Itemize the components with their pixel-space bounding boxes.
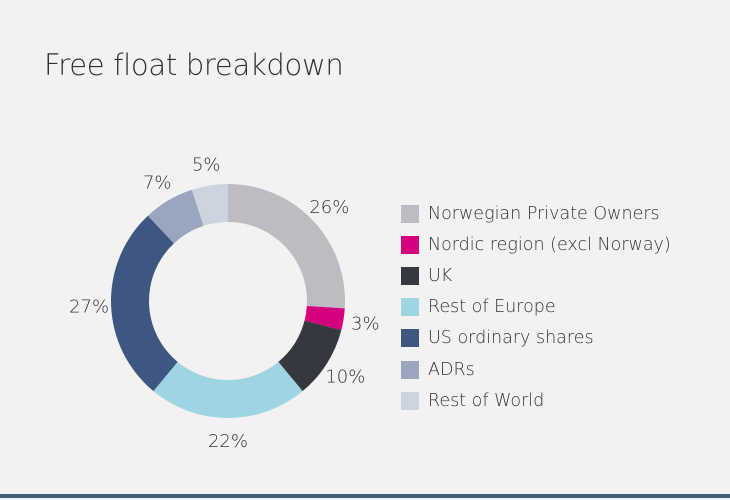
legend-item: UK — [401, 260, 671, 291]
legend-item: Norwegian Private Owners — [401, 198, 671, 229]
data-label: 5% — [192, 155, 221, 176]
legend-label: Nordic region (excl Norway) — [428, 234, 671, 255]
legend-item: ADRs — [401, 354, 671, 385]
data-label: 3% — [351, 314, 380, 335]
legend-label: Rest of World — [428, 390, 545, 411]
slice-uk — [278, 320, 342, 392]
data-label: 22% — [208, 431, 248, 452]
legend-swatch — [401, 266, 419, 285]
legend-swatch — [401, 391, 419, 410]
legend-item: US ordinary shares — [401, 323, 671, 354]
legend-label: ADRs — [428, 359, 475, 380]
data-label: 10% — [325, 366, 365, 387]
slice-adrs — [147, 189, 204, 244]
legend-label: Norwegian Private Owners — [428, 203, 660, 224]
legend-label: US ordinary shares — [428, 328, 594, 349]
chart-title: Free float breakdown — [44, 48, 344, 82]
legend-swatch — [401, 360, 419, 379]
legend-item: Nordic region (excl Norway) — [401, 229, 671, 260]
bottom-divider — [0, 494, 730, 498]
slice-norwegian-private-owners — [228, 184, 346, 309]
data-label: 7% — [143, 172, 172, 193]
slice-rest-of-world — [191, 184, 228, 226]
legend-swatch — [401, 329, 419, 348]
legend-swatch — [401, 298, 419, 317]
data-label: 27% — [69, 296, 109, 317]
legend-label: Rest of Europe — [428, 297, 556, 318]
slice-rest-of-europe — [153, 361, 303, 419]
legend-label: UK — [428, 265, 453, 286]
slice-us-ordinary-shares — [110, 215, 178, 392]
legend-swatch — [401, 204, 419, 223]
legend-item: Rest of World — [401, 385, 671, 416]
data-label: 26% — [309, 197, 349, 218]
slice-nordic-region-excl-norway — [304, 305, 345, 331]
legend: Norwegian Private Owners Nordic region (e… — [401, 198, 671, 416]
legend-swatch — [401, 235, 419, 254]
legend-item: Rest of Europe — [401, 292, 671, 323]
